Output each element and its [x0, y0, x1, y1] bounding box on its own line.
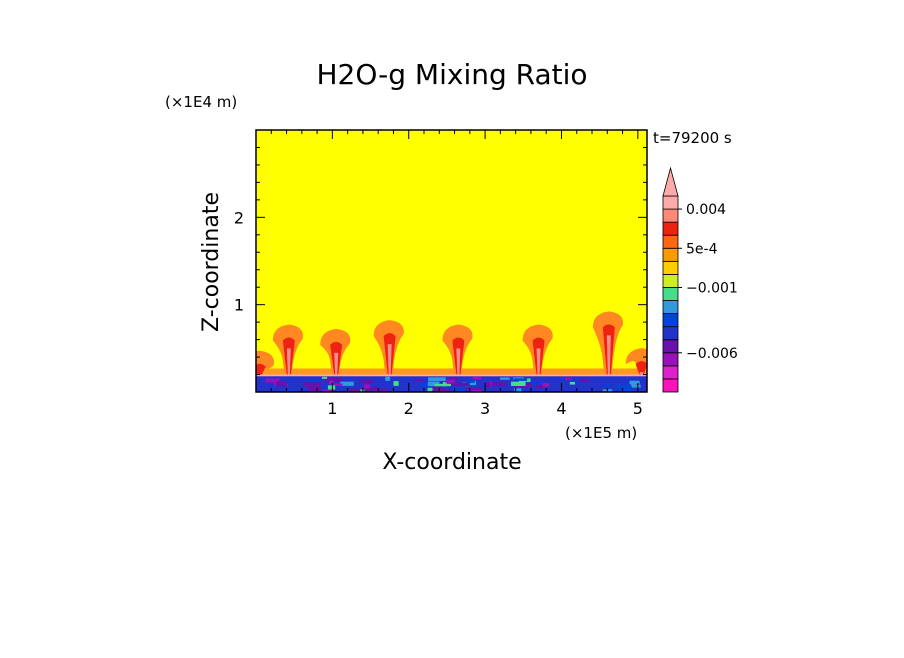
- time-label: t=79200 s: [653, 129, 732, 147]
- colorbar-extend-arrow: [663, 168, 678, 196]
- colorbar-level: [663, 209, 678, 222]
- surface-streak: [428, 377, 446, 381]
- x-axis-label: X-coordinate: [382, 450, 521, 475]
- x-multiplier: (×1E5 m): [565, 424, 637, 442]
- colorbar-level: [663, 235, 678, 248]
- surface-streak: [414, 379, 423, 381]
- colorbar-level: [663, 301, 678, 314]
- colorbar-level: [663, 196, 678, 209]
- field: [244, 130, 656, 394]
- colorbar-level: [663, 327, 678, 340]
- colorbar-level: [663, 366, 678, 379]
- colorbar-level: [663, 353, 678, 366]
- surface-streak: [466, 388, 482, 390]
- surface-streak: [451, 386, 466, 391]
- colorbar-label: 5e-4: [686, 241, 718, 257]
- colorbar-level: [663, 314, 678, 327]
- x-tick-label: 2: [404, 399, 414, 418]
- surface-streak: [325, 377, 342, 382]
- surface-streak: [492, 382, 507, 386]
- plot-area: [244, 130, 656, 394]
- surface-streak: [434, 384, 451, 386]
- surface-streak: [394, 381, 399, 386]
- surface-streak: [606, 384, 611, 386]
- colorbar-level: [663, 261, 678, 274]
- surface-streak: [581, 379, 590, 382]
- surface-streak: [334, 384, 342, 386]
- surface-streak: [303, 382, 320, 385]
- colorbar-level: [663, 222, 678, 235]
- surface-streak: [466, 380, 475, 383]
- colorbar-level: [663, 287, 678, 300]
- surface-streak: [349, 388, 360, 391]
- colorbar-level: [663, 248, 678, 261]
- y-tick-label: 1: [234, 296, 244, 315]
- x-tick-label: 5: [633, 399, 643, 418]
- colorbar-label: 0.004: [686, 202, 726, 218]
- surface-streak: [511, 382, 526, 386]
- y-tick-label: 2: [234, 208, 244, 227]
- surface-streak: [322, 377, 327, 379]
- surface-streak: [328, 385, 335, 389]
- colorbar-label: −0.001: [686, 280, 738, 296]
- surface-streak: [364, 381, 372, 383]
- surface-streak: [364, 384, 370, 388]
- colorbar: 0.004 5e-4 −0.001 −0.006: [663, 168, 738, 392]
- surface-streak: [542, 383, 549, 387]
- surface-streak: [616, 385, 631, 389]
- chart-title: H2O-g Mixing Ratio: [316, 58, 587, 91]
- colorbar-label: −0.006: [686, 346, 738, 362]
- surface-streak: [500, 377, 510, 379]
- x-tick-label: 1: [327, 399, 337, 418]
- surface-streak: [514, 378, 527, 381]
- surface-streak: [565, 378, 571, 380]
- surface-streak: [309, 379, 319, 381]
- surface-streak: [308, 386, 320, 391]
- y-axis-label: Z-coordinate: [199, 192, 224, 332]
- surface-streak: [446, 380, 456, 384]
- surface-streak: [385, 377, 390, 381]
- x-tick-label: 4: [556, 399, 566, 418]
- x-tick-label: 3: [480, 399, 490, 418]
- surface-streak: [570, 382, 575, 385]
- surface-streak: [473, 377, 482, 380]
- colorbar-level: [663, 274, 678, 287]
- surface-streak: [485, 382, 490, 387]
- surface-streak: [276, 381, 287, 386]
- colorbar-level: [663, 379, 678, 392]
- y-multiplier: (×1E4 m): [165, 93, 237, 111]
- colorbar-level: [663, 340, 678, 353]
- surface-streak: [632, 385, 641, 388]
